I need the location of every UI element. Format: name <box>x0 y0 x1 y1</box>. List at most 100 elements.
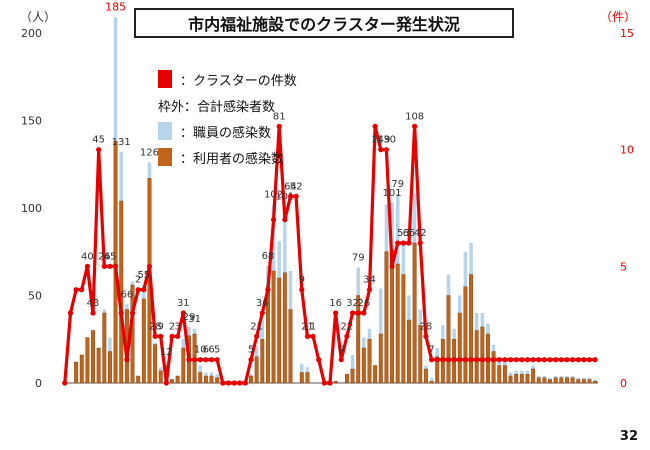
clusters-point <box>378 147 384 153</box>
users-bar <box>367 339 372 384</box>
clusters-point <box>163 380 169 386</box>
staff-bar <box>418 309 423 326</box>
clusters-point <box>191 357 198 363</box>
users-bar <box>153 344 158 384</box>
total-data-label: 2 <box>135 275 141 286</box>
users-bar <box>181 347 186 384</box>
clusters-point <box>479 357 485 363</box>
clusters-point <box>361 310 367 316</box>
staff-bar <box>435 348 439 357</box>
users-bar <box>576 379 581 384</box>
clusters-point <box>355 310 361 316</box>
y-right-tick-label: 15 <box>620 27 634 40</box>
clusters-point <box>570 357 576 363</box>
y-left-tick-label: 150 <box>21 115 42 128</box>
total-data-label: 5 <box>214 345 220 356</box>
users-bar <box>429 381 434 384</box>
staff-bar <box>559 376 564 378</box>
legend-item-clusters: ：クラスターの件数 <box>158 66 368 92</box>
staff-bar <box>209 372 214 376</box>
staff-bar <box>514 370 518 375</box>
clusters-point <box>287 193 294 199</box>
total-data-label: 22 <box>341 321 354 332</box>
total-data-label: 108 <box>405 111 424 122</box>
staff-bar <box>102 309 107 313</box>
legend: ：クラスターの件数 枠外：合計感染者数 ：職員の感染数 ：利用者の感染数 <box>158 66 368 170</box>
users-bar <box>463 286 468 384</box>
clusters-point <box>254 333 260 339</box>
clusters-point <box>203 357 209 363</box>
users-bar <box>277 277 282 384</box>
clusters-point <box>237 380 243 386</box>
users-bar <box>508 375 513 384</box>
total-data-label: 2 <box>169 321 175 332</box>
users-bar <box>395 263 400 384</box>
total-data-label: 130 <box>377 135 396 146</box>
clusters-point <box>445 357 452 363</box>
clusters-point <box>592 357 598 363</box>
users-bar <box>175 375 180 384</box>
clusters-point <box>186 357 192 363</box>
total-data-label: 28 <box>149 321 162 332</box>
total-data-label: 26 <box>98 251 111 262</box>
users-bar <box>96 347 101 384</box>
clusters-point <box>101 263 107 269</box>
total-data-label: 9 <box>158 321 164 332</box>
staff-bar <box>531 365 535 369</box>
staff-bar <box>508 372 513 376</box>
clusters-point <box>270 217 277 223</box>
staff-bar <box>395 194 400 264</box>
clusters-point <box>220 380 226 386</box>
total-data-label: 65 <box>403 228 416 239</box>
users-bar <box>474 330 479 384</box>
users-bar <box>469 274 474 384</box>
total-data-label: 9 <box>338 345 344 356</box>
staff-bar <box>503 362 507 366</box>
staff-bar <box>192 328 197 334</box>
users-bar <box>344 374 349 384</box>
clusters-point <box>214 357 220 363</box>
clusters-point <box>175 333 181 339</box>
clusters-point <box>316 357 322 363</box>
staff-bar <box>147 162 152 179</box>
users-bar <box>85 337 90 384</box>
staff-bar <box>277 241 281 278</box>
clusters-point <box>152 333 158 339</box>
staff-bar <box>153 342 157 345</box>
users-bar <box>514 374 519 384</box>
staff-bar <box>390 202 394 250</box>
clusters-point <box>299 287 305 293</box>
total-data-label: 7 <box>428 345 434 356</box>
users-bar <box>412 242 417 384</box>
staff-swatch-icon <box>158 122 172 140</box>
total-data-label: 32 <box>346 298 359 309</box>
total-data-label: 31 <box>177 298 190 309</box>
users-bar <box>407 319 411 384</box>
staff-bar <box>215 374 219 378</box>
total-data-label: 45 <box>104 251 117 262</box>
clusters-point <box>231 380 237 386</box>
clusters-point <box>400 240 406 246</box>
staff-bar <box>260 320 265 340</box>
clusters-point <box>158 333 164 339</box>
staff-bar <box>525 370 530 375</box>
staff-bar <box>384 204 389 252</box>
clusters-point <box>417 240 423 246</box>
clusters-point <box>423 333 429 339</box>
users-bar <box>288 309 293 384</box>
clusters-point <box>372 123 378 129</box>
users-bar <box>423 368 428 384</box>
total-data-label: 66 <box>121 289 134 300</box>
staff-bar <box>458 295 462 313</box>
total-data-label: 79 <box>352 253 365 264</box>
users-bar <box>141 298 146 384</box>
staff-bar <box>412 194 417 243</box>
clusters-point <box>389 263 395 269</box>
clusters-point <box>141 287 147 293</box>
total-data-label: 64 <box>284 181 297 192</box>
clusters-point <box>146 263 153 269</box>
staff-bar <box>288 271 293 310</box>
users-bar <box>198 372 203 384</box>
clusters-point <box>412 123 418 129</box>
clusters-point <box>383 147 390 153</box>
